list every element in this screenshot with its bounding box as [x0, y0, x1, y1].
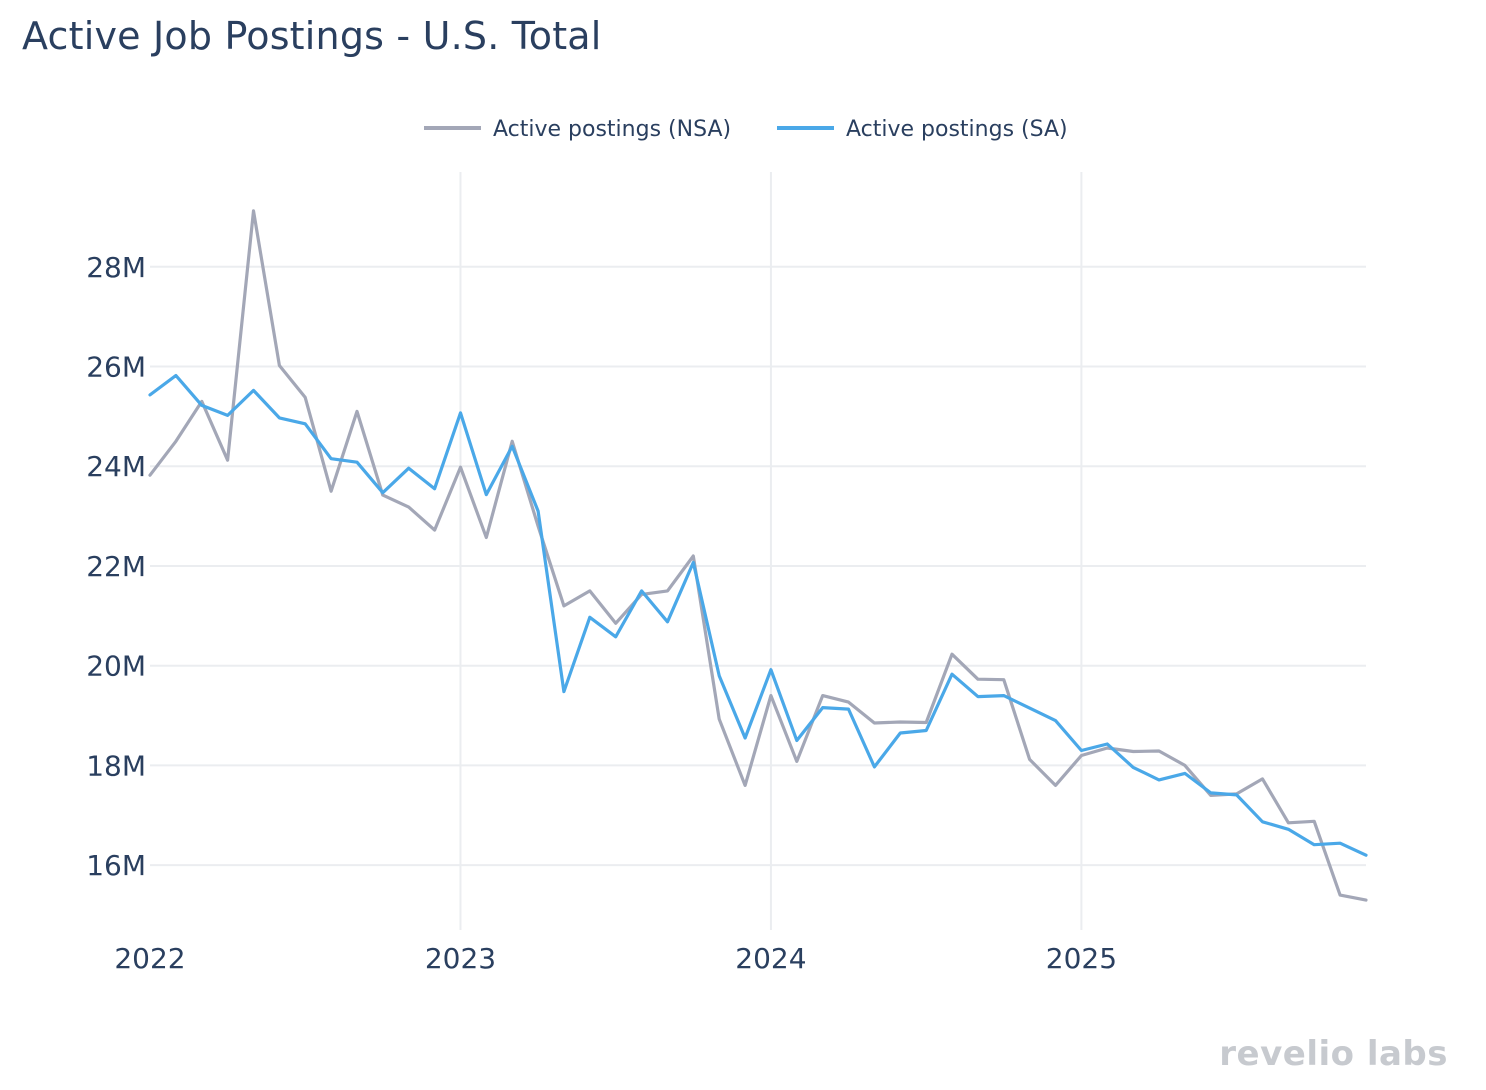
- legend-label: Active postings (SA): [846, 117, 1068, 142]
- y-tick-label: 20M: [86, 650, 146, 683]
- y-tick-label: 22M: [86, 550, 146, 583]
- legend[interactable]: Active postings (NSA) Active postings (SA…: [424, 117, 1068, 142]
- x-tick-label: 2024: [735, 942, 806, 975]
- y-tick-label: 16M: [86, 849, 146, 882]
- y-tick-label: 24M: [86, 450, 146, 483]
- legend-label: Active postings (NSA): [493, 117, 731, 142]
- series-line-sa[interactable]: [148, 373, 1368, 857]
- y-tick-label: 18M: [86, 749, 146, 782]
- x-tick-label: 2025: [1046, 942, 1117, 975]
- axis-layer: 16M 18M 20M 22M 24M 26M 28M 2022 2023 2024 2025: [86, 251, 1117, 975]
- grid-layer: [150, 172, 1366, 930]
- series-layer: [148, 209, 1368, 902]
- legend-item-nsa[interactable]: Active postings (NSA): [424, 117, 731, 142]
- revelio-labs-logo: revelio labs: [1219, 1034, 1448, 1074]
- x-tick-label: 2023: [425, 942, 496, 975]
- series-line-nsa[interactable]: [148, 209, 1368, 902]
- y-tick-label: 26M: [86, 350, 146, 383]
- x-tick-label: 2022: [114, 942, 185, 975]
- y-tick-label: 28M: [86, 251, 146, 284]
- chart-title: Active Job Postings - U.S. Total: [22, 14, 602, 58]
- legend-item-sa[interactable]: Active postings (SA): [777, 117, 1068, 142]
